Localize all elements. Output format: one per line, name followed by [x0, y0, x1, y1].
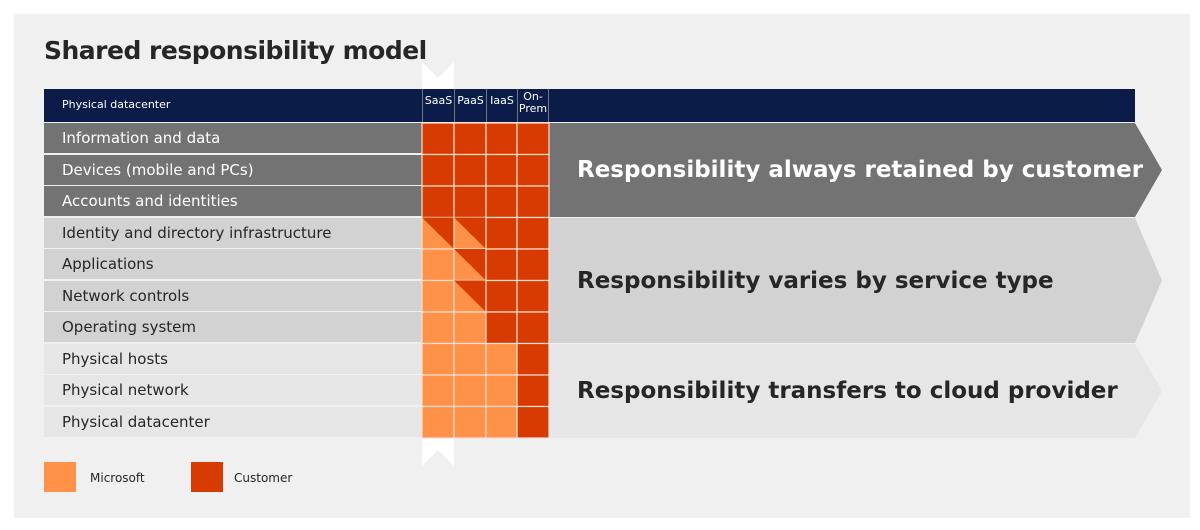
cell-customer	[516, 279, 550, 313]
row-label: Operating system	[44, 312, 422, 342]
cell-customer	[516, 216, 550, 250]
customer-share-triangle	[454, 280, 486, 312]
row-label: Physical network	[44, 375, 422, 405]
cell-microsoft	[421, 342, 455, 376]
page-title: Shared responsibility model	[44, 36, 427, 65]
cell-customer	[516, 342, 550, 376]
arrow-label: Responsibility varies by service type	[577, 267, 1054, 294]
cell-customer	[485, 153, 518, 187]
customer-share-triangle	[454, 217, 486, 249]
cell-customer	[516, 185, 550, 219]
cell-microsoft	[485, 374, 518, 408]
cell-customer	[516, 122, 550, 156]
column-header-on-prem: On- Prem	[517, 89, 549, 122]
cell-customer	[421, 153, 455, 187]
cell-microsoft	[421, 311, 455, 345]
header-bar: Physical datacenter	[44, 89, 1135, 122]
cell-customer	[516, 405, 550, 439]
cell-customer	[485, 311, 518, 345]
cell-shared	[453, 279, 487, 313]
cell-customer	[485, 122, 518, 156]
row-label: Applications	[44, 249, 422, 279]
cell-microsoft	[485, 405, 518, 439]
cell-shared	[421, 216, 455, 250]
cell-customer	[516, 311, 550, 345]
cell-customer	[421, 185, 455, 219]
row-label: Information and data	[44, 123, 422, 153]
customer-share-triangle	[422, 217, 454, 249]
row-label: Physical hosts	[44, 343, 422, 374]
cell-customer	[516, 153, 550, 187]
arrow-customer-retained: Responsibility always retained by custom…	[549, 123, 1162, 217]
legend-label-customer: Customer	[234, 471, 293, 485]
column-header-saas: SaaS	[422, 89, 454, 122]
cell-customer	[453, 153, 487, 187]
cell-microsoft	[421, 279, 455, 313]
cell-customer	[485, 248, 518, 282]
legend-label-microsoft: Microsoft	[90, 471, 145, 485]
customer-share-triangle	[454, 249, 486, 281]
row-label: Devices (mobile and PCs)	[44, 154, 422, 185]
cell-customer	[485, 216, 518, 250]
cell-microsoft	[453, 374, 487, 408]
row-label: Identity and directory infrastructure	[44, 217, 422, 248]
cell-shared	[453, 248, 487, 282]
arrow-varies: Responsibility varies by service type	[549, 218, 1162, 343]
cell-shared	[453, 216, 487, 250]
cell-customer	[453, 185, 487, 219]
arrow-label: Responsibility transfers to cloud provid…	[577, 378, 1118, 404]
row-label: Physical datacenter	[44, 406, 422, 437]
row-label: Accounts and identities	[44, 186, 422, 216]
cell-microsoft	[453, 342, 487, 376]
arrow-label: Responsibility always retained by custom…	[577, 157, 1144, 183]
row-label: Network controls	[44, 280, 422, 311]
cell-microsoft	[421, 405, 455, 439]
column-header-iaas: IaaS	[486, 89, 517, 122]
cell-microsoft	[485, 342, 518, 376]
cell-customer	[516, 248, 550, 282]
cell-customer	[485, 185, 518, 219]
header-label: Physical datacenter	[62, 98, 171, 111]
cell-microsoft	[453, 311, 487, 345]
column-header-paas: PaaS	[454, 89, 486, 122]
cell-microsoft	[453, 405, 487, 439]
legend-swatch-microsoft	[44, 462, 76, 492]
cell-customer	[421, 122, 455, 156]
cell-microsoft	[421, 374, 455, 408]
legend-swatch-customer	[191, 462, 223, 492]
arrow-cloud-provider: Responsibility transfers to cloud provid…	[549, 344, 1162, 438]
cell-customer	[485, 279, 518, 313]
cell-customer	[516, 374, 550, 408]
cell-microsoft	[421, 248, 455, 282]
cell-customer	[453, 122, 487, 156]
